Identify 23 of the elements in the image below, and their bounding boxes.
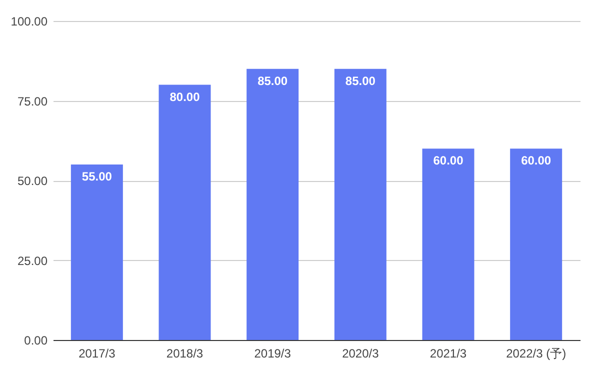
y-tick-label: 25.00 <box>17 254 48 268</box>
bar <box>70 164 123 340</box>
data-label: 85.00 <box>258 74 288 88</box>
x-tick-label: 2021/3 <box>430 346 467 360</box>
x-tick-label: 2019/3 <box>254 346 292 360</box>
data-label: 60.00 <box>521 154 552 168</box>
bar <box>510 148 562 340</box>
x-tick-label: 2017/3 <box>78 346 116 360</box>
data-label: 55.00 <box>82 170 112 184</box>
data-label: 60.00 <box>433 154 464 168</box>
y-tick-label: 75.00 <box>17 94 48 108</box>
bar <box>334 68 386 340</box>
x-tick-label: 2020/3 <box>342 346 380 360</box>
x-tick-label: 2022/3 (予) <box>506 346 566 360</box>
y-tick-label: 50.00 <box>17 174 48 188</box>
data-label: 80.00 <box>170 90 200 104</box>
bar <box>158 84 211 340</box>
y-tick-label: 100.00 <box>10 14 48 28</box>
bar <box>246 68 299 340</box>
bar <box>422 148 474 340</box>
data-label: 85.00 <box>345 74 376 88</box>
y-tick-label: 0.00 <box>24 334 48 348</box>
x-tick-label: 2018/3 <box>166 346 204 360</box>
